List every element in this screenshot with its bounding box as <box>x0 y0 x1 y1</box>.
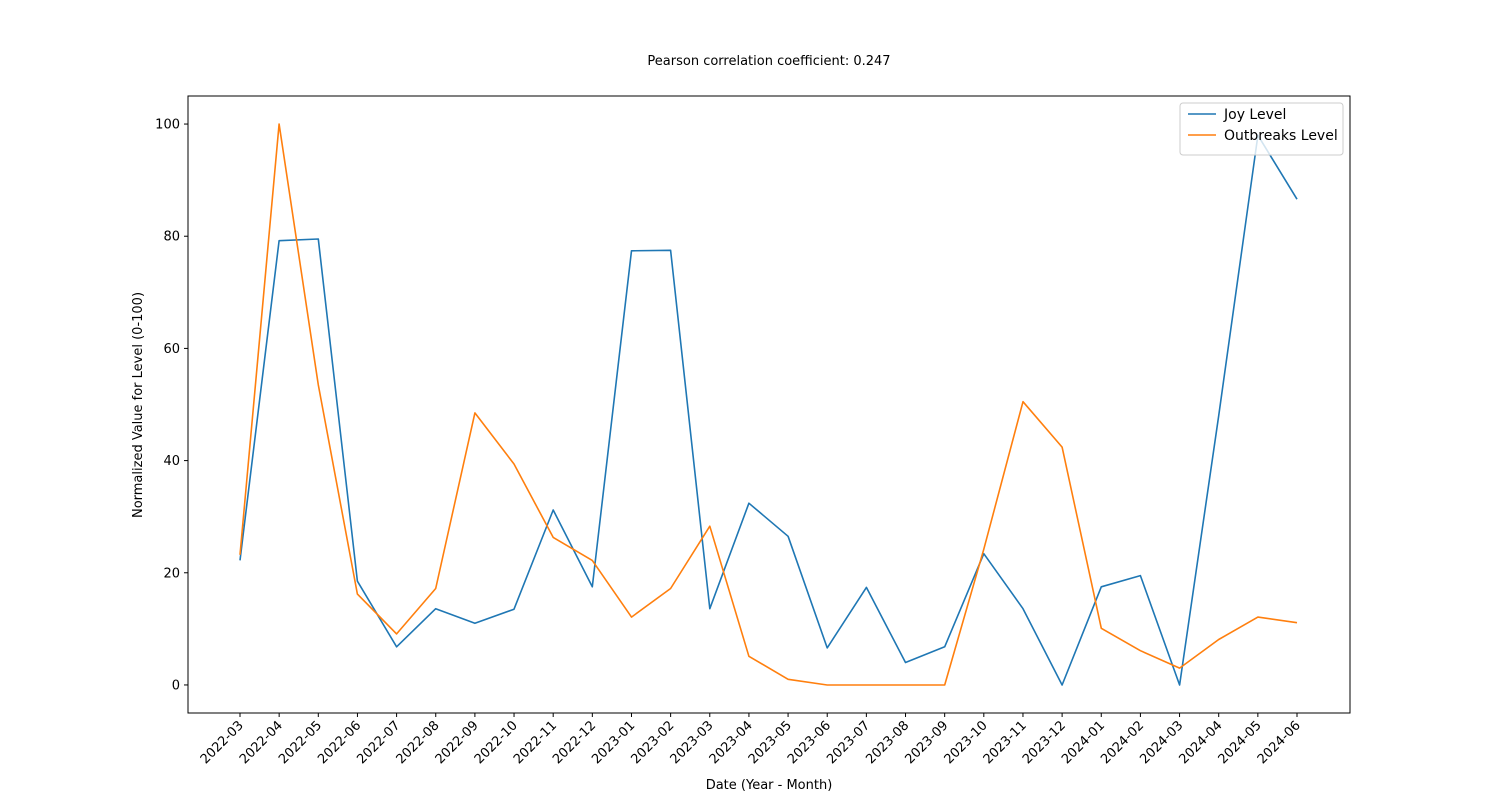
x-axis: 2022-032022-042022-052022-062022-072022-… <box>198 713 1304 767</box>
y-tick-label: 80 <box>163 230 180 245</box>
plot-area <box>187 95 1351 714</box>
y-axis-title: Normalized Value for Level (0-100) <box>131 292 146 518</box>
chart-title: Pearson correlation coefficient: 0.247 <box>647 54 890 69</box>
y-tick-label: 40 <box>163 454 180 469</box>
y-axis: 0 20 40 60 80 100 <box>155 118 188 693</box>
series-lines <box>239 123 1298 686</box>
y-tick-label: 100 <box>155 118 180 133</box>
y-tick-label: 20 <box>163 566 180 581</box>
x-tick-label: 2024-06 <box>1255 718 1304 767</box>
legend: Joy Level Outbreaks Level <box>1179 102 1344 156</box>
y-tick-label: 60 <box>163 342 180 357</box>
legend-box <box>1179 102 1344 156</box>
series-line-0 <box>239 134 1298 686</box>
series-line-1 <box>239 123 1298 686</box>
y-tick-label: 0 <box>172 678 180 693</box>
x-axis-title: Date (Year - Month) <box>706 778 833 793</box>
legend-label: Outbreaks Level <box>1224 128 1338 144</box>
legend-label: Joy Level <box>1223 107 1286 123</box>
